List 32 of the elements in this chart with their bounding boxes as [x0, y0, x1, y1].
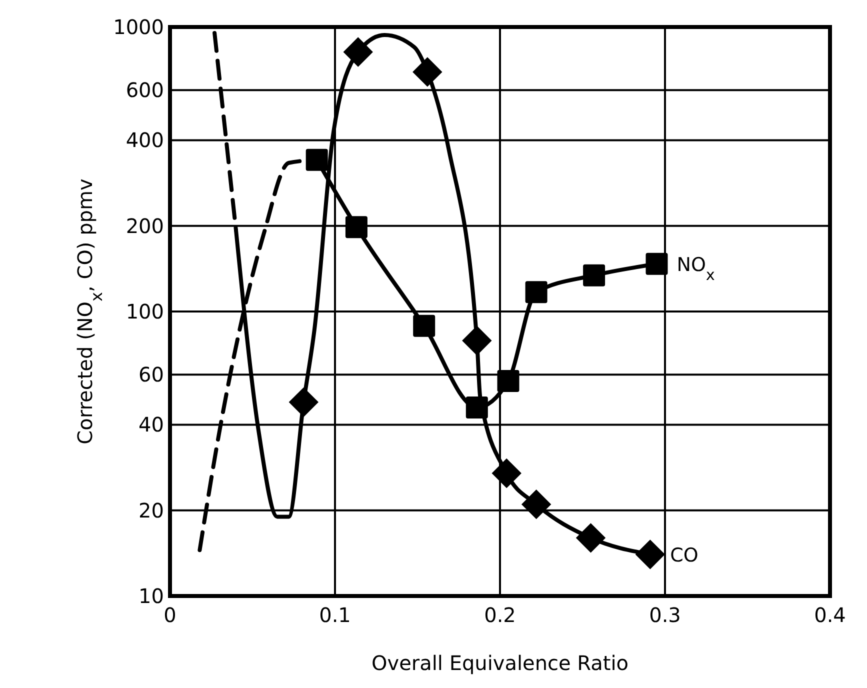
point — [306, 148, 328, 171]
x-tick-label: 0.3 — [649, 603, 681, 627]
point — [492, 458, 522, 488]
point — [576, 523, 606, 553]
y-tick-label: 60 — [138, 362, 164, 387]
point — [525, 281, 548, 304]
point — [646, 252, 668, 275]
y-tick-label: 20 — [138, 498, 164, 522]
y-tick-label: 1000 — [113, 15, 164, 39]
y-tick-label: 40 — [138, 412, 164, 437]
series-label: NO$_{x}$ — [676, 254, 715, 284]
x-tick-label: 0 — [164, 603, 176, 627]
point — [288, 387, 318, 418]
x-tick-label: 0.1 — [319, 603, 351, 627]
point — [583, 264, 606, 286]
point — [413, 314, 436, 337]
y-tick-label: 600 — [126, 78, 164, 102]
point — [462, 326, 492, 356]
point — [497, 370, 520, 392]
x-tick-label: 0.4 — [814, 603, 846, 627]
x-tick-label: 0.2 — [484, 603, 516, 627]
y-tick-label: 200 — [126, 214, 164, 238]
point — [345, 216, 368, 238]
y-tick-label: 10 — [138, 584, 164, 608]
series-label: CO — [670, 544, 698, 566]
point — [343, 37, 373, 67]
point — [521, 489, 552, 520]
point — [412, 57, 442, 87]
y-tick-label: 100 — [126, 300, 164, 324]
point — [635, 540, 665, 570]
x-axis-title: Overall Equivalence Ratio — [371, 651, 629, 675]
y-tick-label: 400 — [126, 128, 164, 152]
